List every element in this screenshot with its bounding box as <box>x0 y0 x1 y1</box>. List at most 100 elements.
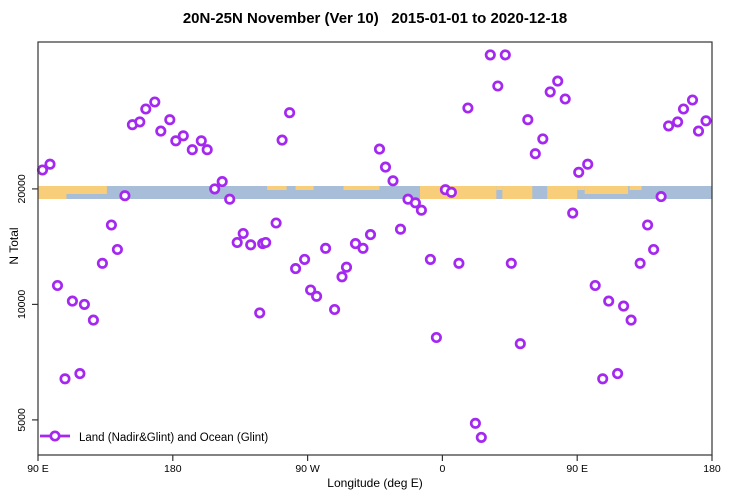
x-tick-label: 0 <box>439 463 445 475</box>
data-point <box>537 133 549 145</box>
data-point <box>692 125 705 137</box>
data-point <box>245 239 257 251</box>
data-point <box>357 242 369 254</box>
data-point <box>453 257 465 269</box>
data-point <box>329 303 341 316</box>
data-point <box>387 175 399 187</box>
data-point <box>201 144 213 156</box>
data-point <box>177 130 189 142</box>
data-point <box>514 338 526 350</box>
data-point <box>663 120 675 132</box>
x-tick-label: 90 E <box>27 463 49 475</box>
map-band-land <box>502 186 533 199</box>
data-point <box>305 284 317 296</box>
data-point <box>140 103 152 115</box>
data-point <box>559 93 571 105</box>
x-tick-label: 90 W <box>295 463 320 475</box>
data-point <box>51 279 64 292</box>
data-point <box>648 243 660 256</box>
data-point <box>567 207 579 219</box>
data-point <box>311 290 323 302</box>
data-point <box>276 134 288 146</box>
data-point <box>186 144 198 156</box>
data-point <box>254 307 266 319</box>
data-point <box>105 219 117 231</box>
data-point <box>270 217 282 229</box>
data-point <box>195 135 207 147</box>
y-tick-label: 5000 <box>16 408 28 432</box>
data-point <box>44 158 56 170</box>
data-point <box>552 75 564 87</box>
data-point <box>492 80 504 92</box>
data-point <box>87 314 99 326</box>
data-point <box>582 158 594 170</box>
data-point <box>544 86 556 98</box>
data-point <box>216 176 228 188</box>
map-band-land <box>419 186 497 199</box>
data-point <box>373 143 386 155</box>
data-point <box>78 298 90 310</box>
map-band-ocean <box>38 186 712 199</box>
chart-title: 20N-25N November (Ver 10) 2015-01-01 to … <box>182 10 568 27</box>
data-point <box>224 193 236 205</box>
data-point <box>209 183 221 195</box>
data-point <box>475 431 487 443</box>
data-point <box>299 253 311 265</box>
data-point <box>231 236 243 249</box>
data-point <box>445 186 457 198</box>
data-point <box>612 368 624 380</box>
data-point <box>96 257 108 269</box>
map-band-land <box>547 186 578 199</box>
data-point <box>364 229 377 241</box>
data-point <box>424 253 436 265</box>
data-point <box>290 263 302 275</box>
data-point <box>618 300 630 312</box>
data-point <box>111 243 123 256</box>
legend-label: Land (Nadir&Glint) and Ocean (Glint) <box>79 432 269 444</box>
data-point <box>677 103 690 115</box>
y-tick-label: 10000 <box>16 290 28 319</box>
x-tick-label: 90 E <box>566 463 588 475</box>
x-tick-label: 180 <box>164 463 182 475</box>
data-point <box>170 135 182 147</box>
map-band-land <box>66 186 107 194</box>
data-point <box>66 295 78 307</box>
map-band-land <box>629 186 642 190</box>
data-point <box>655 191 667 203</box>
data-point <box>349 238 362 250</box>
data-point <box>672 116 684 128</box>
data-point <box>499 49 511 61</box>
plot-box <box>37 41 713 456</box>
data-point <box>155 125 167 137</box>
data-point <box>686 94 699 106</box>
data-point <box>505 257 517 269</box>
map-band-land <box>584 186 629 194</box>
data-point <box>700 115 712 127</box>
data-point <box>284 107 296 119</box>
data-point <box>522 114 534 126</box>
data-point <box>119 190 131 202</box>
data-point <box>484 49 496 61</box>
data-point <box>469 417 481 429</box>
data-point <box>164 114 176 126</box>
data-point <box>462 102 474 114</box>
map-band-land <box>577 186 585 190</box>
data-point <box>589 279 601 292</box>
data-point <box>394 223 407 235</box>
map-band-land <box>295 186 314 190</box>
data-point <box>74 368 86 380</box>
data-point <box>336 271 348 283</box>
data-point <box>597 373 609 385</box>
map-band-land <box>267 186 287 190</box>
legend-marker-icon <box>40 429 70 447</box>
data-point <box>340 261 353 273</box>
data-point <box>573 166 585 178</box>
data-point <box>149 96 161 108</box>
data-point <box>642 219 654 231</box>
data-point <box>634 257 646 269</box>
data-point <box>409 197 421 209</box>
data-point <box>59 373 71 385</box>
map-band-land <box>343 186 380 190</box>
